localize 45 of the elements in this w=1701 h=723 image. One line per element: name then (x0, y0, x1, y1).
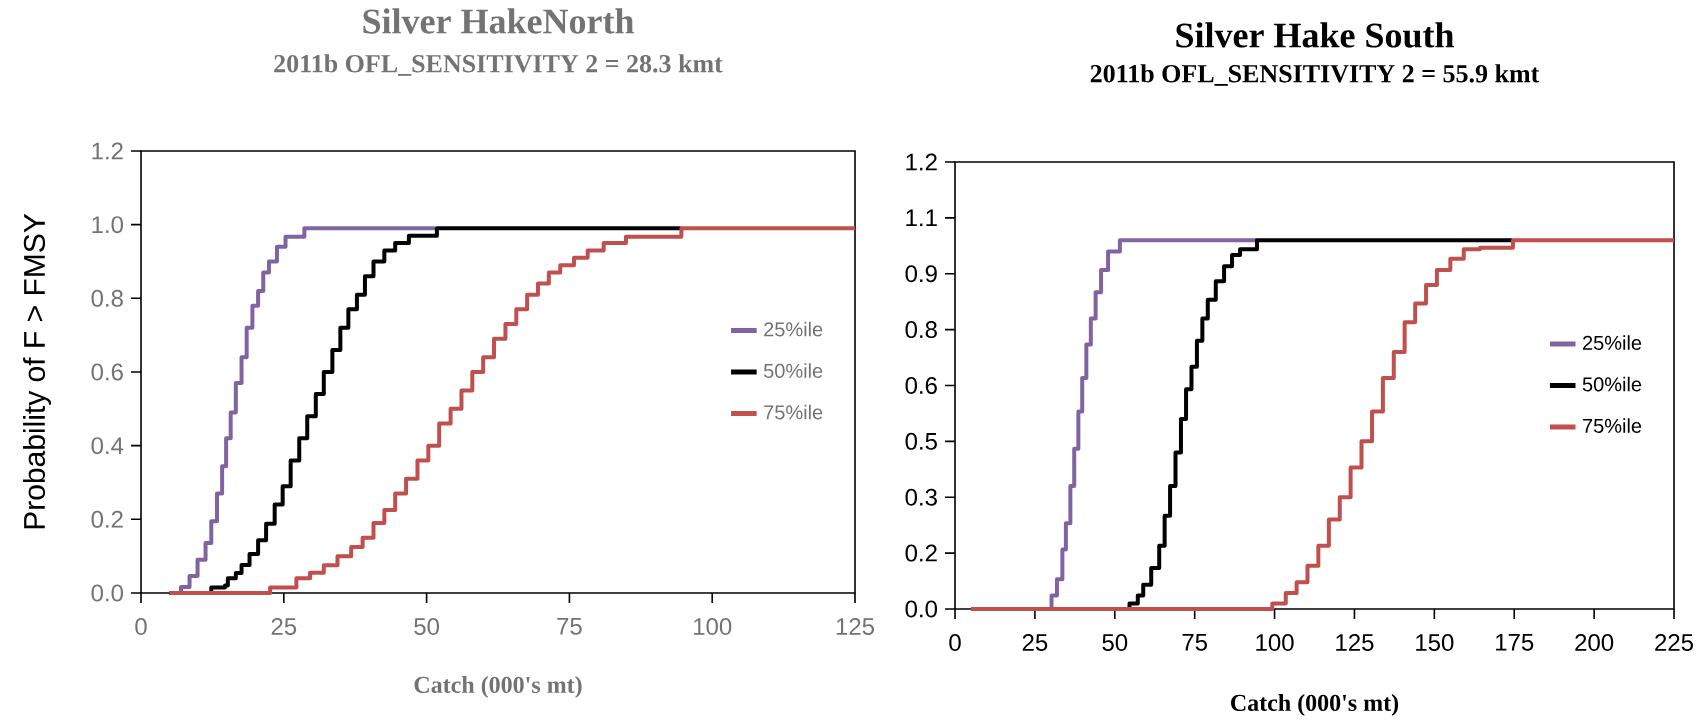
y-tick-label: 1.0 (92, 216, 124, 234)
y-tick-label: 0.2 (91, 511, 123, 529)
chart-subtitle: 2011b OFL_SENSITIVITY 2 = 28.3 kmt (274, 54, 723, 77)
x-tick-label: 125 (836, 618, 875, 636)
y-tick-label: 0.8 (91, 290, 123, 308)
y-tick-label: 0.9 (905, 265, 937, 283)
legend-label: 50%ile (763, 363, 823, 379)
x-tick-label: 75 (557, 618, 582, 636)
x-axis-title: Catch (000's mt) (414, 676, 582, 699)
y-tick-label: 1.2 (92, 142, 123, 160)
chart-title: Silver Hake South (1176, 22, 1454, 48)
y-tick-label: 0.6 (91, 363, 123, 381)
x-tick-label: 0 (135, 618, 147, 636)
y-tick-label: 0.8 (905, 321, 937, 339)
y-tick-label: 0.0 (91, 584, 124, 602)
y-tick-label: 0.6 (905, 377, 937, 395)
legend-label: 25%ile (764, 321, 823, 337)
chart-subtitle: 2011b OFL_SENSITIVITY 2 = 55.9 kmt (1090, 64, 1540, 87)
x-tick-label: 25 (271, 618, 297, 636)
legend-label: 50%ile (1582, 376, 1642, 392)
x-tick-label: 50 (1102, 634, 1128, 652)
y-tick-label: 0.5 (905, 433, 937, 451)
x-tick-label: 150 (1416, 634, 1454, 652)
y-tick-label: 1.2 (906, 153, 937, 171)
x-tick-label: 75 (1182, 634, 1207, 652)
x-tick-label: 100 (694, 618, 732, 636)
legend-label: 75%ile (1583, 418, 1642, 434)
x-tick-label: 200 (1575, 634, 1614, 652)
x-tick-label: 175 (1496, 634, 1534, 652)
x-tick-label: 100 (1256, 634, 1294, 652)
chart-title: Silver HakeNorth (363, 8, 634, 34)
y-tick-label: 0.0 (905, 600, 938, 618)
y-tick-label: 0.4 (91, 437, 124, 455)
x-tick-label: 50 (414, 618, 440, 636)
x-tick-label: 225 (1655, 634, 1694, 652)
legend-label: 25%ile (1583, 335, 1642, 351)
legend-label: 75%ile (764, 404, 823, 420)
x-tick-label: 0 (949, 634, 961, 652)
y-axis-title: Probability of F > FMSY (23, 214, 51, 529)
x-axis-title: Catch (000's mt) (1231, 694, 1399, 717)
x-tick-label: 25 (1022, 634, 1048, 652)
y-tick-label: 1.1 (906, 209, 937, 227)
y-tick-label: 0.3 (905, 488, 937, 506)
x-tick-label: 125 (1336, 634, 1374, 652)
y-tick-label: 0.2 (905, 544, 937, 562)
